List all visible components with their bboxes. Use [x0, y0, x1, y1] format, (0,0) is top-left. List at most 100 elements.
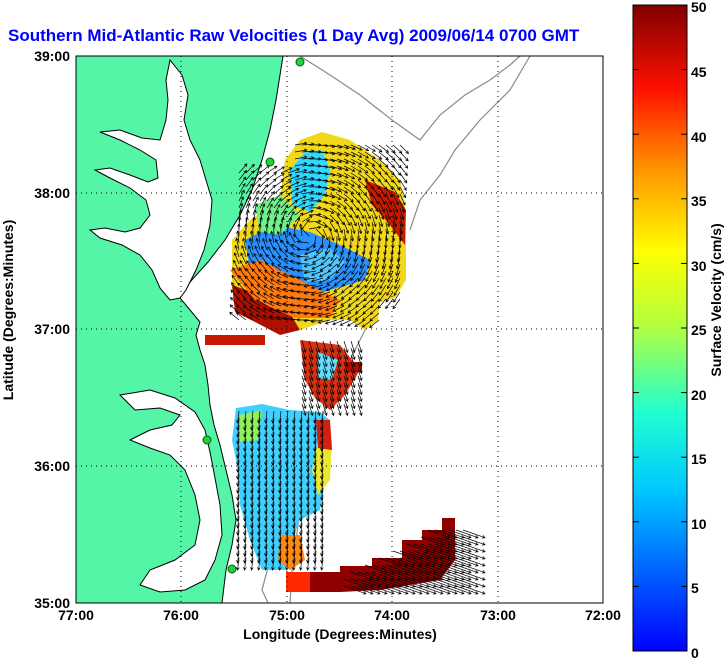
velocity-vector-head: [276, 230, 281, 235]
velocity-vector: [258, 487, 261, 501]
velocity-vector: [399, 144, 409, 154]
velocity-vector: [321, 522, 324, 536]
velocity-vector: [249, 298, 261, 307]
velocity-vector: [378, 291, 387, 302]
velocity-vector-head: [275, 294, 280, 298]
velocity-vector: [279, 438, 282, 452]
velocity-vector: [273, 185, 284, 195]
velocity-vector: [389, 256, 394, 269]
velocity-vector: [284, 258, 296, 265]
velocity-vector: [330, 249, 338, 261]
velocity-vector-head: [241, 189, 245, 194]
velocity-vector-head: [245, 267, 249, 272]
velocity-vector: [343, 396, 348, 409]
velocity-vector: [332, 312, 345, 319]
velocity-vector-head: [243, 163, 248, 167]
velocity-vector-head: [318, 143, 322, 147]
velocity-vector-head: [404, 165, 409, 169]
velocity-vector-head: [351, 161, 356, 165]
velocity-vector: [385, 165, 395, 176]
velocity-vector: [315, 382, 320, 395]
velocity-vector: [378, 298, 387, 309]
velocity-vector-head: [467, 549, 472, 553]
velocity-vector-head: [303, 270, 308, 275]
velocity-vector-head: [263, 277, 268, 281]
velocity-vector-head: [390, 591, 395, 595]
velocity-vector-head: [296, 247, 300, 252]
velocity-vector-head: [325, 294, 330, 298]
velocity-vector: [269, 238, 275, 251]
velocity-vector: [322, 228, 329, 241]
velocity-vector-head: [359, 349, 363, 354]
velocity-vector: [441, 578, 465, 588]
velocity-vector: [277, 264, 289, 272]
velocity-field-south: [232, 404, 330, 570]
velocity-vector: [399, 179, 407, 191]
velocity-vector: [342, 270, 352, 281]
velocity-vector-head: [275, 301, 280, 305]
velocity-vector: [343, 585, 367, 595]
velocity-vector: [293, 522, 296, 536]
velocity-vector: [283, 295, 296, 300]
velocity-vector: [252, 203, 258, 216]
velocity-vector: [448, 543, 472, 553]
velocity-vector-head: [411, 591, 416, 595]
velocity-vector: [329, 389, 334, 402]
velocity-vector: [350, 361, 355, 374]
velocity-vector-head: [340, 296, 345, 300]
velocity-vector-head: [360, 223, 364, 227]
velocity-vector-head: [231, 282, 235, 286]
velocity-vector: [319, 263, 331, 272]
velocity-vector: [266, 191, 275, 202]
velocity-vector-head: [350, 191, 355, 195]
velocity-vector-head: [349, 206, 354, 211]
velocity-vector-head: [302, 201, 307, 205]
velocity-vector: [357, 354, 362, 367]
velocity-vector-head: [344, 197, 348, 202]
velocity-vector: [251, 494, 254, 508]
velocity-south-red: [316, 420, 332, 450]
velocity-vector: [350, 144, 363, 151]
velocity-vector: [264, 231, 268, 244]
velocity-vector: [252, 184, 261, 195]
velocity-vector-head: [372, 148, 376, 152]
velocity-vector-head: [289, 267, 294, 271]
velocity-vector: [385, 207, 391, 220]
velocity-vector: [392, 165, 401, 176]
velocity-vector: [258, 543, 261, 557]
velocity-vector: [265, 515, 268, 529]
velocity-vector: [266, 172, 277, 181]
velocity-vector: [258, 445, 261, 459]
velocity-vector: [279, 515, 282, 529]
velocity-vector-head: [250, 567, 254, 571]
velocity-vector: [392, 158, 402, 169]
velocity-vector: [357, 368, 362, 381]
velocity-vector-head: [303, 257, 308, 262]
velocity-vector: [271, 263, 282, 272]
velocity-vector: [237, 290, 247, 300]
velocity-vector: [258, 508, 261, 522]
velocity-vector: [399, 221, 403, 234]
velocity-vector: [307, 424, 310, 438]
velocity-vector-head: [252, 216, 256, 220]
velocity-vector: [322, 200, 335, 206]
velocity-vector: [434, 578, 458, 588]
velocity-vector: [357, 179, 368, 189]
velocity-vector-head: [288, 167, 293, 171]
velocity-vector: [300, 508, 303, 522]
velocity-vector-head: [263, 285, 267, 289]
velocity-vector: [350, 578, 374, 588]
velocity-vector-head: [290, 243, 295, 248]
velocity-vector: [312, 256, 324, 264]
velocity-vector: [329, 179, 342, 185]
velocity-vector: [357, 375, 362, 388]
velocity-vector-head: [280, 185, 284, 190]
velocity-vector: [321, 487, 324, 501]
velocity-vector: [313, 235, 317, 248]
velocity-vector: [287, 200, 298, 209]
velocity-vector: [343, 340, 348, 353]
velocity-vector-head: [474, 556, 479, 560]
velocity-vector: [329, 221, 337, 233]
velocity-vector: [279, 459, 282, 473]
velocity-vector: [371, 221, 375, 234]
